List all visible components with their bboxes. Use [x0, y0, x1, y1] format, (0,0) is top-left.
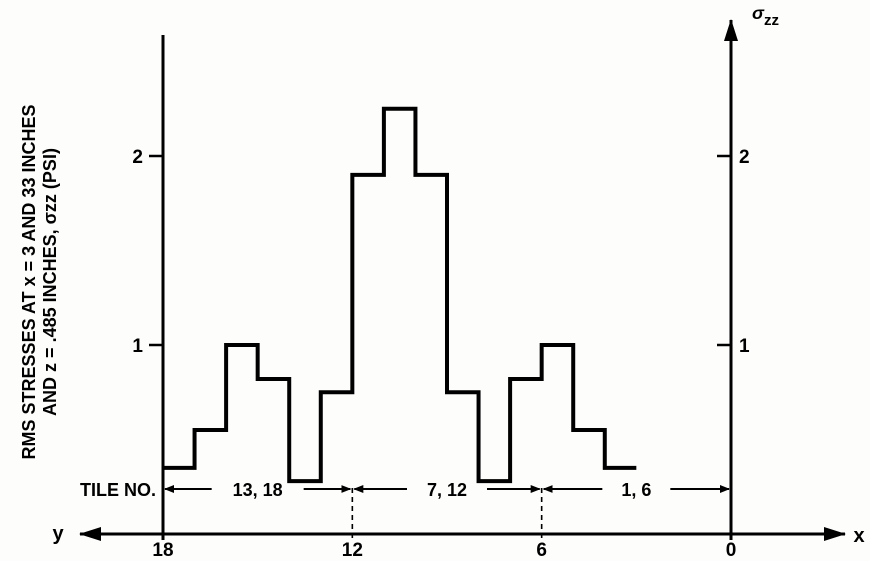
x-tick-label-0: 18 [152, 540, 173, 561]
x-tick-label-3: 0 [726, 540, 737, 561]
right-y-tick-label-0: 1 [739, 336, 750, 357]
tile-span-label-0: 13, 18 [233, 480, 283, 500]
y-axis-title-line-2: AND z = .485 INCHES, σzz (PSI) [40, 148, 60, 416]
x-tick-label-2: 6 [536, 540, 547, 561]
x-axis-name-left: y [52, 523, 64, 545]
y-axis-title-line-1: RMS STRESSES AT x = 3 AND 33 INCHES [19, 105, 39, 460]
tile-spans-layer: 13, 18 7, 12 1, 6 [164, 480, 730, 500]
right-axis-label: σzz [752, 3, 779, 29]
step-series-line-0 [163, 106, 637, 484]
tile-span-label-2: 1, 6 [621, 480, 651, 500]
left-y-tick-label-0: 1 [132, 336, 143, 357]
left-y-tick-label-1: 2 [132, 147, 143, 168]
series-layer [163, 106, 637, 484]
tile-span-label-1: 7, 12 [427, 480, 467, 500]
x-axis-name-right: x [853, 525, 864, 547]
tile-number-label: TILE NO. [80, 480, 156, 500]
x-tick-label-1: 12 [342, 540, 363, 561]
right-y-tick-label-1: 2 [739, 147, 750, 168]
ticks-layer: 18 12 6 01 12 2 [132, 147, 750, 561]
